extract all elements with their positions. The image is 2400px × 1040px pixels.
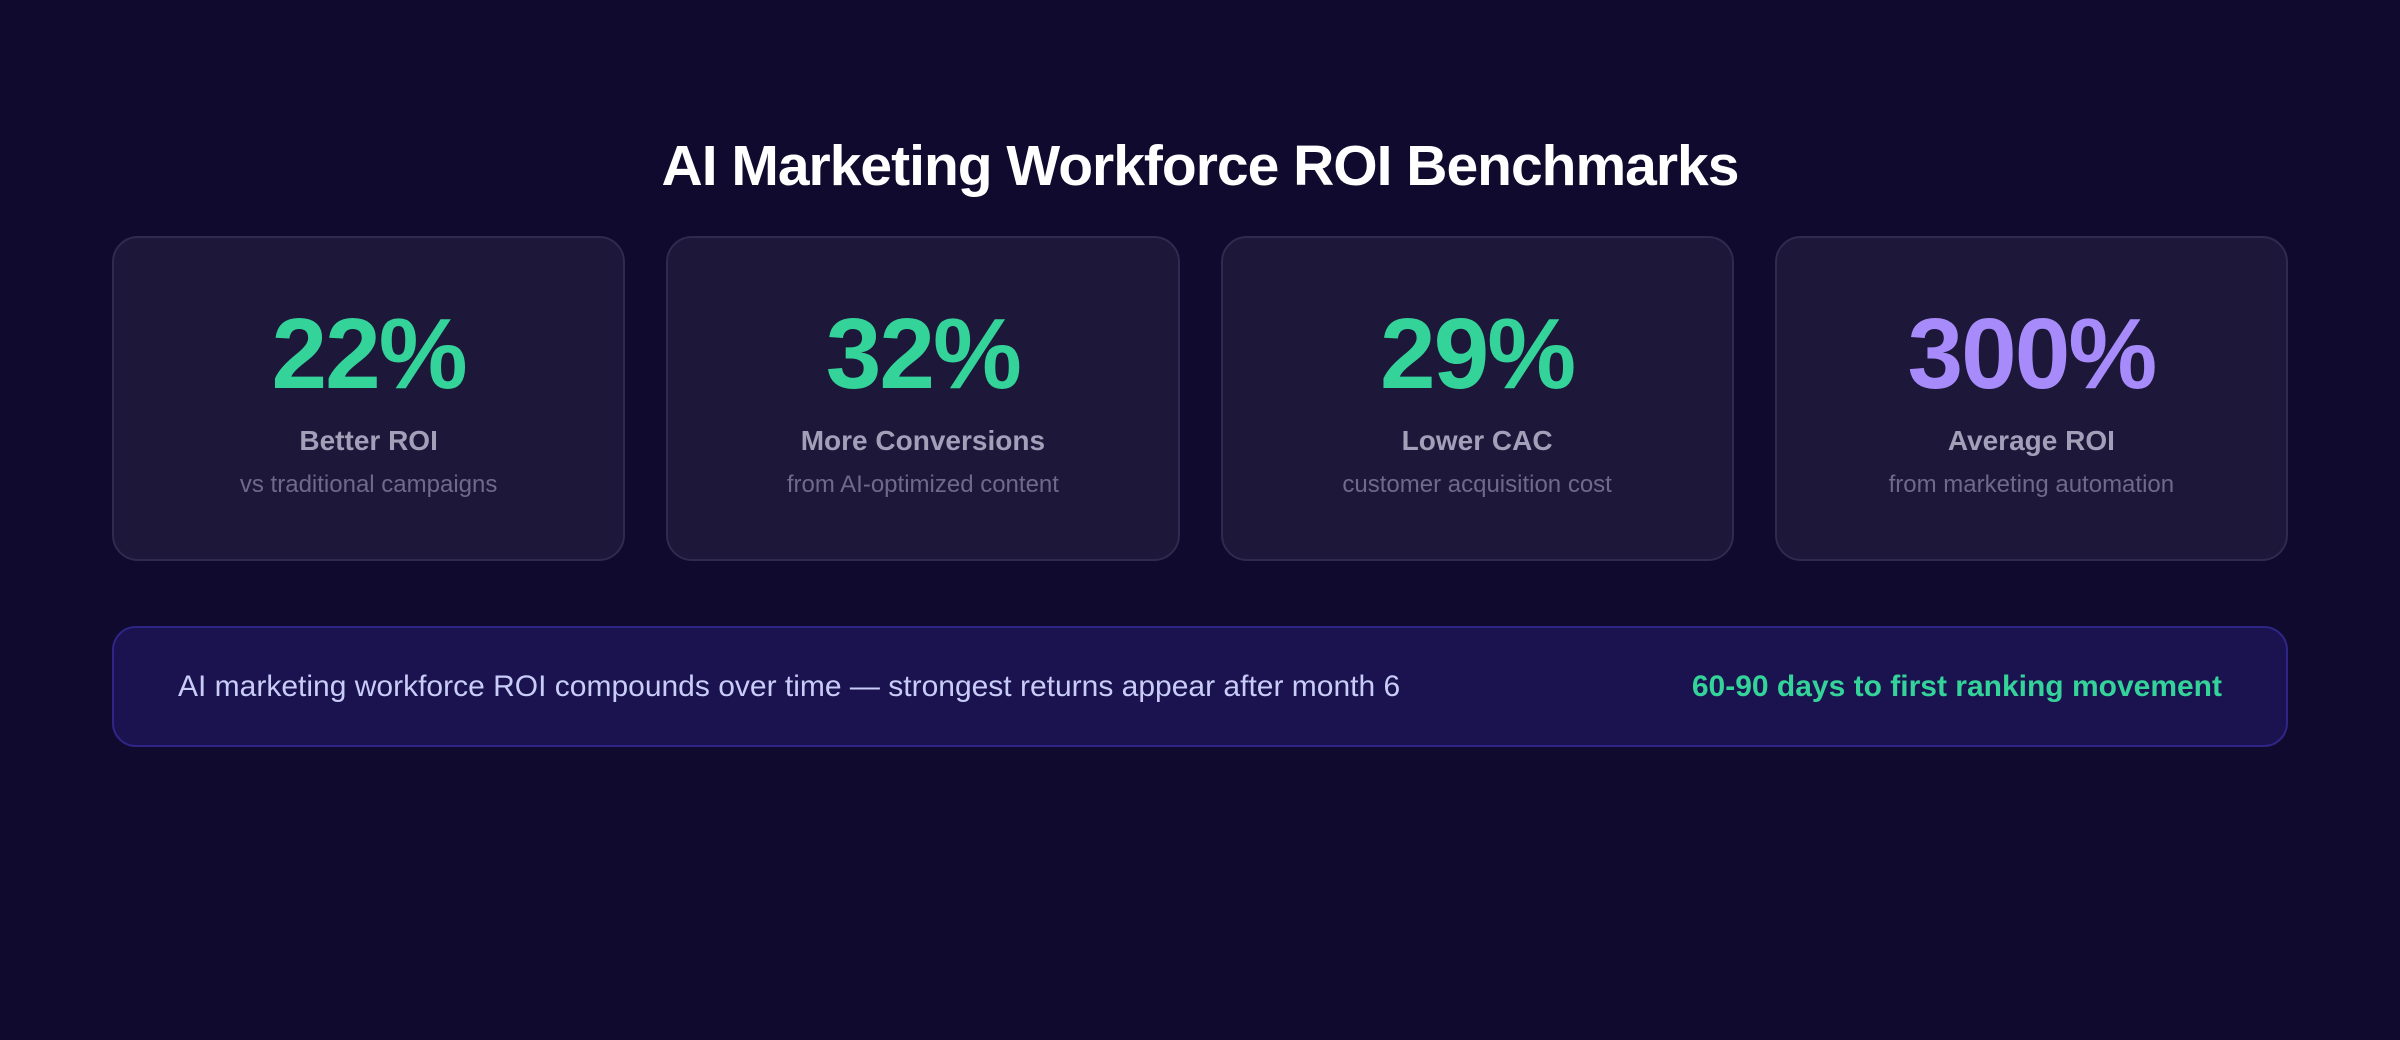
stat-card-better-roi: 22% Better ROI vs traditional campaigns <box>112 236 626 561</box>
stat-card-more-conversions: 32% More Conversions from AI-optimized c… <box>666 236 1180 561</box>
stat-value: 22% <box>271 298 468 410</box>
stat-card-average-roi: 300% Average ROI from marketing automati… <box>1774 236 2288 561</box>
banner-highlight: 60-90 days to first ranking movement <box>1691 669 2222 703</box>
stat-value: 29% <box>1380 298 1576 410</box>
stat-card-lower-cac: 29% Lower CAC customer acquisition cost <box>1220 236 1734 561</box>
stat-sublabel: from AI-optimized content <box>786 471 1059 498</box>
stat-sublabel: customer acquisition cost <box>1342 471 1612 498</box>
stat-cards: 22% Better ROI vs traditional campaigns … <box>112 236 2288 561</box>
stat-value: 32% <box>825 298 1022 410</box>
stat-value: 300% <box>1907 298 2157 410</box>
stat-label: More Conversions <box>800 425 1046 456</box>
stat-label: Lower CAC <box>1401 425 1553 456</box>
page-title: AI Marketing Workforce ROI Benchmarks <box>661 134 1740 199</box>
stat-label: Average ROI <box>1947 425 2115 456</box>
stat-sublabel: from marketing automation <box>1888 471 2175 498</box>
stat-sublabel: vs traditional campaigns <box>239 471 498 498</box>
banner-text: AI marketing workforce ROI compounds ove… <box>178 669 1401 703</box>
stat-label: Better ROI <box>299 425 438 456</box>
insight-banner: AI marketing workforce ROI compounds ove… <box>112 626 2288 747</box>
